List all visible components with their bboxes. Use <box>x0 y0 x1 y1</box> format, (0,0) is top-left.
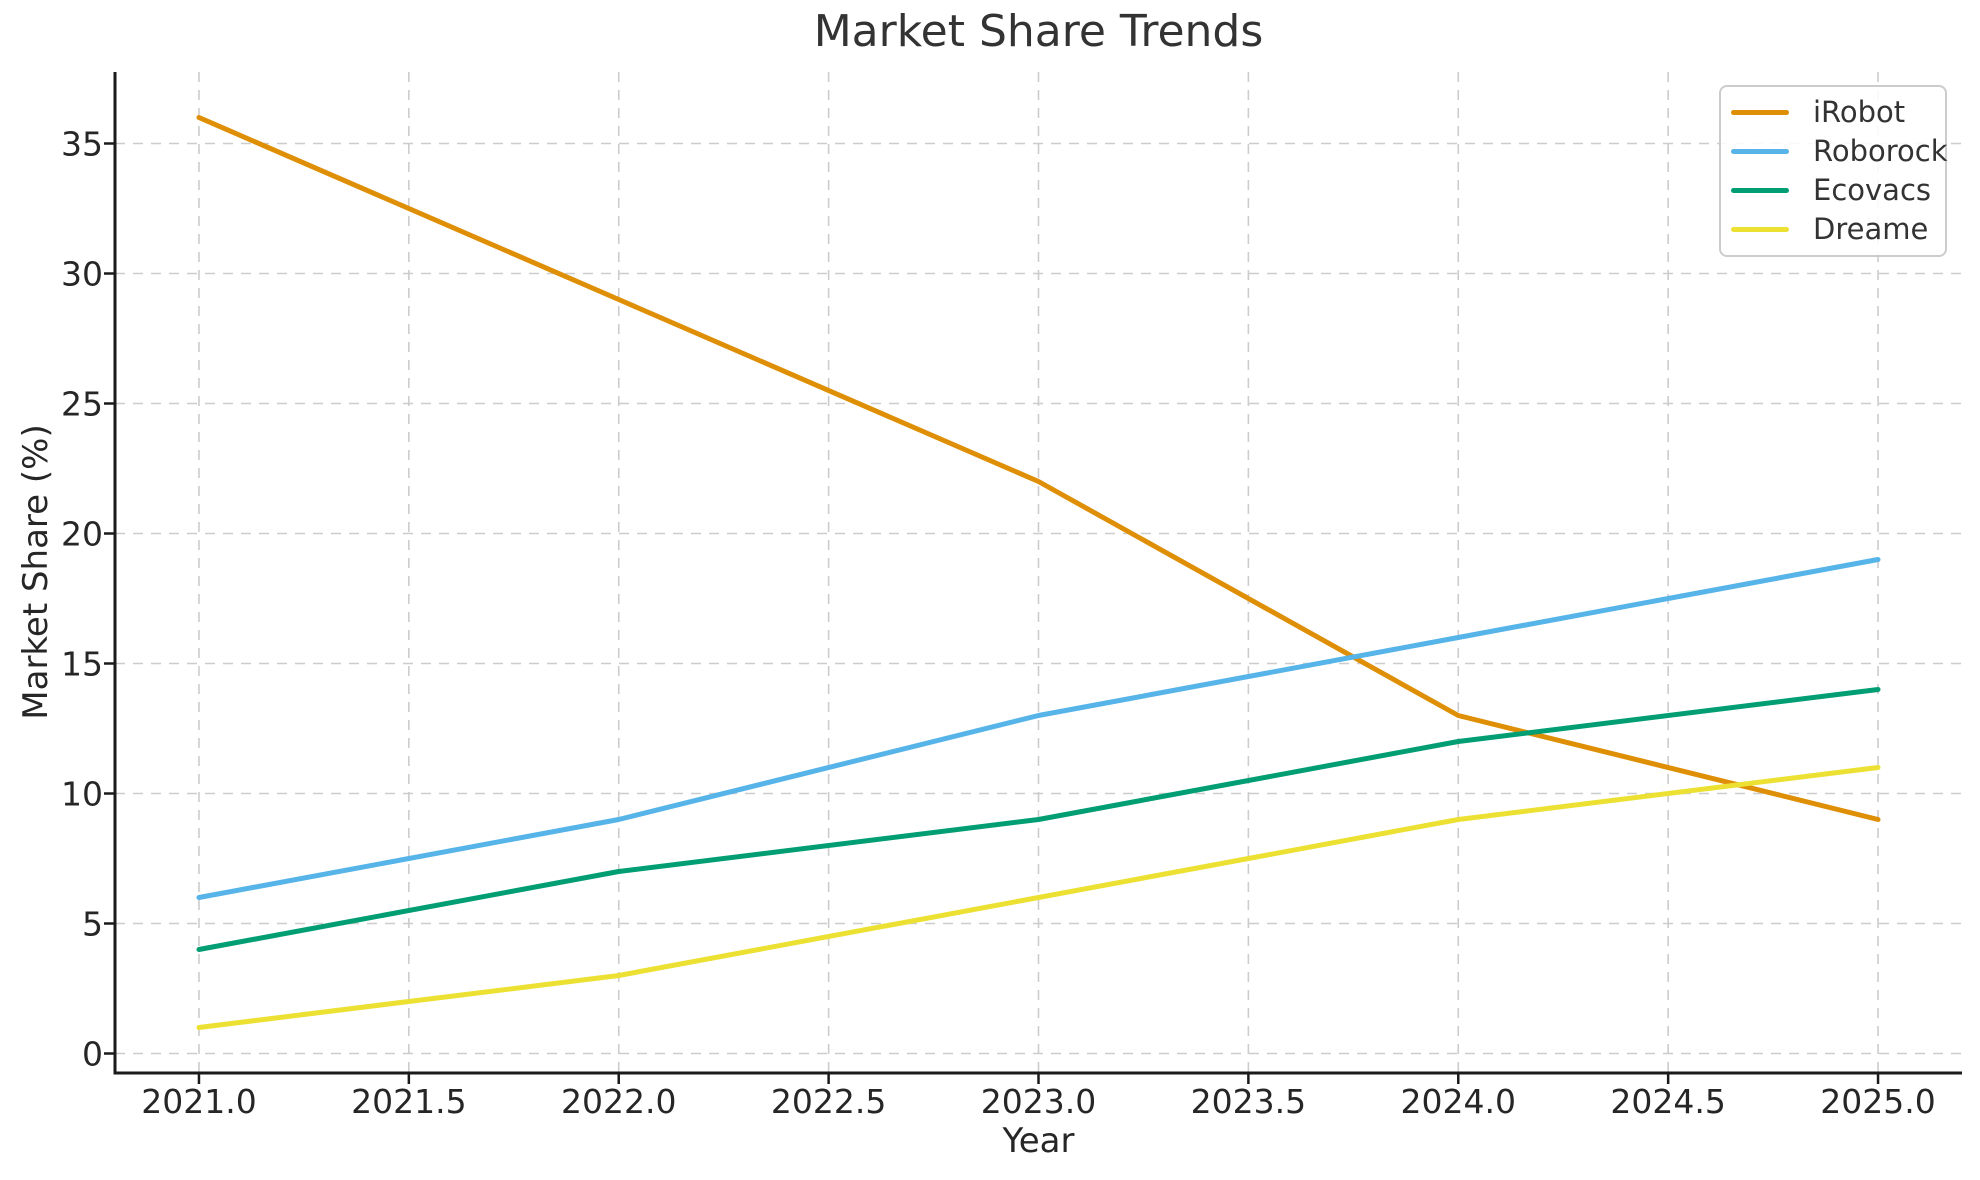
legend-item-roborock: Roborock <box>1731 133 1948 168</box>
legend-line-swatch-icon <box>1731 109 1789 115</box>
x-tick-label: 2022.0 <box>560 1082 677 1121</box>
y-tick-label: 35 <box>61 124 103 163</box>
x-tick-label: 2021.0 <box>141 1082 257 1121</box>
legend-item-label: Ecovacs <box>1813 172 1931 207</box>
legend-line-swatch-icon <box>1731 148 1789 154</box>
series-lines <box>196 115 1881 1030</box>
legend: iRobot Roborock Ecovacs Dreame <box>1719 85 1948 257</box>
legend-item-irobot: iRobot <box>1731 94 1945 129</box>
y-tick-label: 0 <box>82 1034 103 1073</box>
tick-marks <box>104 142 1880 1084</box>
y-tick-label: 30 <box>61 254 103 293</box>
x-tick-label: 2023.5 <box>1190 1082 1307 1121</box>
x-tick-label: 2021.5 <box>351 1082 467 1121</box>
x-tick-label: 2022.5 <box>770 1082 887 1121</box>
x-tick-label: 2024.5 <box>1610 1082 1726 1121</box>
y-tick-label: 20 <box>61 514 103 553</box>
x-tick-label: 2025.0 <box>1820 1082 1936 1121</box>
legend-item-label: Dreame <box>1813 211 1929 246</box>
legend-item-label: iRobot <box>1813 94 1906 129</box>
legend-item-label: Roborock <box>1813 133 1948 168</box>
legend-line-swatch-icon <box>1731 226 1789 232</box>
series-line-roborock <box>196 557 1881 900</box>
y-tick-label: 15 <box>61 644 103 683</box>
series-line-ecovacs <box>196 687 1881 952</box>
series-line-dreame <box>196 765 1881 1030</box>
legend-line-swatch-icon <box>1731 187 1789 193</box>
y-tick-label: 25 <box>61 384 103 423</box>
grid-lines <box>115 72 1962 1073</box>
x-tick-label: 2023.0 <box>980 1082 1097 1121</box>
chart-title: Market Share Trends <box>813 6 1264 57</box>
legend-item-dreame: Dreame <box>1731 211 1945 246</box>
y-tick-label: 10 <box>61 774 103 813</box>
series-line-irobot <box>196 115 1881 822</box>
legend-item-ecovacs: Ecovacs <box>1731 172 1945 207</box>
y-tick-label: 5 <box>82 904 103 943</box>
x-tick-label: 2024.0 <box>1400 1082 1516 1121</box>
x-axis-label: Year <box>1002 1121 1075 1161</box>
